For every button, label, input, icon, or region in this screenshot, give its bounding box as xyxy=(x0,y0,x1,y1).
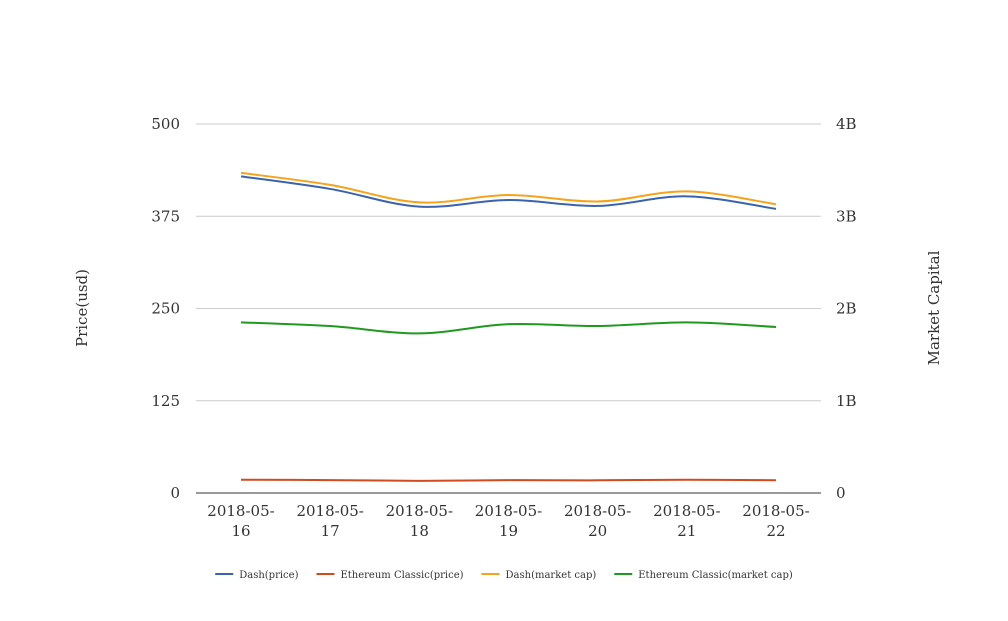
x-tick-label: 2018-05-19 xyxy=(475,502,542,540)
x-tick-label: 2018-05-20 xyxy=(564,502,631,540)
legend-label: Dash(market cap) xyxy=(506,570,597,581)
x-tick-label: 2018-05-18 xyxy=(386,502,453,540)
legend-item: Ethereum Classic(price) xyxy=(316,570,464,581)
y-axis-right-title: Market Capital xyxy=(925,250,943,365)
y-right-tick-label: 3B xyxy=(836,207,857,225)
series-line xyxy=(240,175,777,210)
y-left-tick-label: 250 xyxy=(151,300,180,318)
legend-label: Ethereum Classic(market cap) xyxy=(638,570,793,581)
series-line xyxy=(240,478,777,482)
x-tick-label: 2018-05-16 xyxy=(207,502,274,540)
legend-label: Dash(price) xyxy=(239,570,298,581)
legend: Dash(price) Ethereum Classic(price) Dash(m… xyxy=(215,570,793,581)
y-right-tick-label: 0 xyxy=(836,484,846,502)
y-axis-left-title: Price(usd) xyxy=(73,269,91,347)
x-tick-label: 2018-05-22 xyxy=(742,502,809,540)
y-right-tick-label: 2B xyxy=(836,300,857,318)
legend-item: Dash(market cap) xyxy=(481,570,597,581)
y-right-tick-label: 4B xyxy=(836,115,857,133)
y-right-tick-label: 1B xyxy=(836,392,857,410)
series-lines xyxy=(240,171,777,482)
legend-item: Ethereum Classic(market cap) xyxy=(614,570,793,581)
y-left-tick-label: 375 xyxy=(151,207,180,225)
legend-item: Dash(price) xyxy=(215,570,299,581)
y-left-tick-label: 500 xyxy=(151,115,180,133)
series-line xyxy=(240,171,777,206)
y-left-tick-label: 125 xyxy=(151,392,180,410)
legend-label: Ethereum Classic(price) xyxy=(340,570,463,581)
x-tick-label: 2018-05-17 xyxy=(296,502,363,540)
grid-lines xyxy=(196,123,821,402)
y-left-tick-label: 0 xyxy=(170,484,180,502)
axes: 0 125 250 375 500 0 1B 2B 3B 4B 2018-05-16 2018-05-… xyxy=(151,115,856,540)
x-tick-label: 2018-05-21 xyxy=(653,502,720,540)
series-line xyxy=(240,321,777,335)
